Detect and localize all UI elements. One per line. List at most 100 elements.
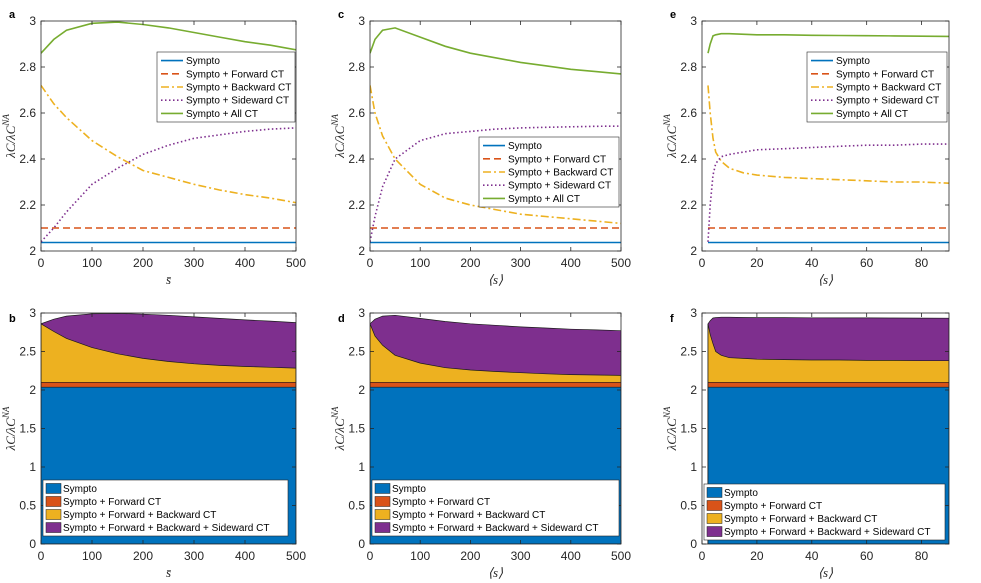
legend-entry: Sympto + Forward + Backward + Sideward C… <box>392 523 598 534</box>
legend-entry: Sympto + Backward CT <box>186 83 291 94</box>
panel-letter: e <box>670 9 676 21</box>
x-tick-label: 0 <box>38 549 45 563</box>
y-tick-label: 2.2 <box>19 198 36 212</box>
legend-entry: Sympto <box>724 488 758 499</box>
y-tick-label: 2.4 <box>680 152 697 166</box>
legend-swatch <box>45 509 62 520</box>
series-line-5 <box>41 21 296 54</box>
legend-entry: Sympto <box>836 56 870 67</box>
legend: Sympto Sympto + Forward CT Sympto + Forwar… <box>42 479 289 537</box>
series-line-3 <box>41 84 296 204</box>
axes-box <box>701 20 950 252</box>
y-tick-label: 0 <box>29 537 36 551</box>
legend-swatch <box>45 496 62 507</box>
legend-entry: Sympto + All CT <box>508 194 580 205</box>
x-tick-label: 100 <box>410 256 430 270</box>
plot-area <box>370 21 621 251</box>
panel-letter: c <box>338 9 344 21</box>
x-axis-label: ⟨s⟩ <box>818 272 833 287</box>
x-tick-label: 100 <box>82 549 102 563</box>
x-tick-label: 80 <box>915 256 929 270</box>
x-axis-label: ⟨s⟩ <box>488 272 503 287</box>
y-tick-label: 1.5 <box>19 422 36 436</box>
legend-swatch <box>706 513 723 524</box>
y-tick-label: 2.6 <box>19 106 36 120</box>
x-tick-label: 200 <box>133 549 153 563</box>
legend-entry: Sympto + All CT <box>836 109 908 120</box>
legend-entry: Sympto + Forward + Backward + Sideward C… <box>724 527 930 538</box>
legend-entry: Sympto + Forward CT <box>508 154 606 165</box>
legend: Sympto Sympto + Forward CT Sympto + Forwar… <box>371 479 620 537</box>
legend-box <box>42 479 289 537</box>
y-tick-label: 2 <box>690 244 697 258</box>
x-axis-label: ⟨s⟩ <box>488 565 503 580</box>
y-axis-label: λC/λCNA <box>330 114 347 159</box>
legend-box <box>703 483 946 541</box>
y-tick-label: 0 <box>358 537 365 551</box>
y-tick-label: 3 <box>358 14 365 28</box>
y-tick-label: 3 <box>29 306 36 320</box>
legend-entry: Sympto + Sideward CT <box>508 181 611 192</box>
legend: Sympto Sympto + Forward CT Sympto + Backwa… <box>156 51 296 123</box>
y-tick-label: 0.5 <box>19 499 36 513</box>
x-tick-label: 500 <box>286 549 306 563</box>
legend-swatch <box>374 483 391 494</box>
x-tick-label: 400 <box>561 549 581 563</box>
y-tick-label: 2.4 <box>348 152 365 166</box>
y-axis-label: λC/λCNA <box>662 406 679 451</box>
legend-entry: Sympto <box>63 484 97 495</box>
series-line-3 <box>707 85 949 184</box>
x-tick-label: 0 <box>38 256 45 270</box>
y-tick-label: 2 <box>690 383 697 397</box>
series-line-3 <box>370 85 621 225</box>
y-axis-label: λC/λCNA <box>330 406 347 451</box>
x-tick-label: 60 <box>860 549 874 563</box>
y-tick-label: 2 <box>358 244 365 258</box>
legend-entry: Sympto + Forward + Backward CT <box>392 510 545 521</box>
legend: Sympto Sympto + Forward CT Sympto + Backwa… <box>806 51 948 123</box>
y-tick-label: 0.5 <box>348 499 365 513</box>
panel-letter: a <box>9 9 16 21</box>
x-tick-label: 400 <box>561 256 581 270</box>
x-tick-label: 60 <box>860 256 874 270</box>
series-line-4 <box>41 127 296 243</box>
legend-entry: Sympto + All CT <box>186 109 258 120</box>
y-tick-label: 2.8 <box>348 60 365 74</box>
x-tick-label: 400 <box>235 256 255 270</box>
legend-swatch <box>374 522 391 533</box>
y-tick-label: 3 <box>358 306 365 320</box>
legend: Sympto Sympto + Forward CT Sympto + Forwar… <box>703 483 946 541</box>
axes-box <box>40 20 297 252</box>
x-tick-label: 40 <box>805 256 819 270</box>
panel-letter: f <box>670 313 674 325</box>
x-tick-label: 20 <box>750 549 764 563</box>
legend-swatch <box>706 526 723 537</box>
legend-entry: Sympto + Forward CT <box>392 497 490 508</box>
y-tick-label: 2.4 <box>19 152 36 166</box>
panel-f: 0 20 40 60 8000.511.522.53f⟨s⟩λC/λCNASymptoS… <box>662 306 950 580</box>
x-tick-label: 500 <box>611 549 631 563</box>
legend-entry: Sympto + Backward CT <box>508 168 613 179</box>
x-tick-label: 200 <box>133 256 153 270</box>
panel-e: 0 20 40 60 80 2 2.2 2.4 2.6 2.8 3 e ⟨s⟩ λC/λCNA Sympto… <box>662 9 950 287</box>
y-tick-label: 2.5 <box>348 345 365 359</box>
x-tick-label: 20 <box>750 256 764 270</box>
axes-box <box>369 20 622 252</box>
panel-d: 0 100 200 300 400 500 0 0.5 1 1.5 2 2.5 3 d ⟨s⟩ λC/λCNA… <box>330 306 631 580</box>
series-group <box>707 32 949 244</box>
x-axis-label: ⟨s⟩ <box>818 565 833 580</box>
x-tick-label: 400 <box>235 549 255 563</box>
y-tick-label: 2.5 <box>19 345 36 359</box>
legend-entry: Sympto <box>186 56 220 67</box>
legend-entry: Sympto + Forward CT <box>836 69 934 80</box>
y-tick-label: 1 <box>690 460 697 474</box>
x-tick-label: 100 <box>410 549 430 563</box>
x-tick-label: 0 <box>367 549 374 563</box>
series-group <box>370 27 621 244</box>
y-tick-label: 2.6 <box>680 106 697 120</box>
panel-letter: b <box>9 313 16 325</box>
series-line-4 <box>370 125 621 242</box>
legend-entry: Sympto + Forward + Backward CT <box>63 510 216 521</box>
y-tick-label: 2 <box>358 383 365 397</box>
